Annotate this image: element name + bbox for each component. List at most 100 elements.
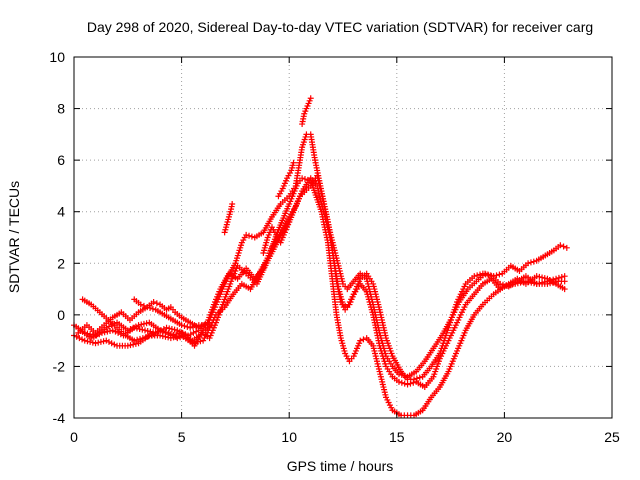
data-point: [95, 339, 102, 346]
chart-title: Day 298 of 2020, Sidereal Day-to-day VTE…: [87, 19, 593, 35]
data-point: [176, 328, 183, 335]
y-tick-label: 8: [57, 101, 65, 117]
data-point: [208, 322, 215, 329]
data-point: [98, 329, 105, 336]
data-point: [530, 258, 537, 265]
data-point: [533, 273, 540, 280]
data-point: [204, 319, 211, 326]
data-point: [139, 335, 146, 342]
data-point: [243, 231, 250, 238]
series-track-9: [275, 159, 297, 200]
data-point: [471, 273, 478, 280]
data-point: [130, 341, 137, 348]
data-point: [404, 381, 411, 388]
data-point: [150, 298, 157, 305]
data-point: [76, 335, 83, 342]
data-point: [398, 372, 405, 379]
data-point: [149, 305, 156, 312]
data-point: [398, 379, 405, 386]
data-point: [89, 339, 96, 346]
data-point: [177, 334, 184, 341]
data-point: [157, 332, 164, 339]
y-tick-label: 10: [49, 49, 65, 65]
data-point: [108, 340, 115, 347]
data-point: [299, 175, 306, 182]
data-point: [541, 275, 548, 282]
data-point: [301, 176, 308, 183]
x-tick-label: 20: [497, 429, 513, 445]
series-track-3: [77, 175, 568, 391]
data-point: [105, 323, 112, 330]
data-point: [135, 322, 142, 329]
data-point: [104, 328, 111, 335]
data-point: [539, 274, 546, 281]
series-track-10: [260, 219, 293, 256]
data-point: [90, 333, 97, 340]
y-tick-label: 6: [57, 152, 65, 168]
data-point: [142, 334, 149, 341]
data-point: [103, 337, 110, 344]
data-point: [536, 273, 543, 280]
plot-frame: [73, 56, 613, 419]
data-point: [184, 323, 191, 330]
x-tick-label: 0: [70, 429, 78, 445]
data-point: [127, 342, 134, 349]
data-point: [138, 321, 145, 328]
data-point: [527, 259, 534, 266]
data-point: [490, 273, 497, 280]
data-point: [401, 380, 408, 387]
y-axis-label: SDTVAR / TECUs: [6, 181, 22, 293]
y-tick-label: 2: [57, 255, 65, 271]
data-point: [133, 325, 140, 332]
series-track-7: [221, 200, 236, 236]
data-point: [178, 322, 185, 329]
series-track-5: [79, 296, 215, 349]
data-point: [561, 286, 568, 293]
data-point: [153, 300, 160, 307]
data-point: [163, 324, 170, 331]
y-tick-label: 0: [57, 307, 65, 323]
y-tick-label: 4: [57, 204, 65, 220]
data-point: [357, 337, 364, 344]
data-point: [171, 326, 178, 333]
data-point: [416, 374, 423, 381]
data-point: [131, 324, 138, 331]
data-point: [143, 320, 150, 327]
grid-lines: [74, 57, 612, 418]
data-point: [557, 242, 564, 249]
data-point: [530, 280, 537, 287]
data-series: [71, 95, 570, 419]
data-point: [92, 340, 99, 347]
data-point: [401, 372, 408, 379]
x-tick-label: 5: [178, 429, 186, 445]
x-tick-label: 10: [281, 429, 297, 445]
data-point: [561, 273, 568, 280]
data-point: [187, 324, 194, 331]
data-point: [136, 326, 143, 333]
x-ticks: 0 5 10 15 20 25: [70, 57, 620, 445]
data-point: [525, 260, 532, 267]
data-point: [81, 337, 88, 344]
data-point: [174, 327, 181, 334]
data-point: [248, 233, 255, 240]
data-point: [136, 335, 143, 342]
data-point: [105, 338, 112, 345]
data-point: [140, 320, 147, 327]
data-point: [493, 272, 500, 279]
data-point: [88, 335, 95, 342]
data-point: [115, 329, 122, 336]
data-point: [290, 159, 297, 166]
x-tick-label: 25: [604, 429, 620, 445]
data-point: [162, 329, 169, 336]
data-point: [73, 333, 80, 340]
data-point: [132, 340, 139, 347]
data-point: [134, 336, 141, 343]
data-point: [107, 327, 114, 334]
data-point: [96, 331, 103, 338]
data-point: [477, 271, 484, 278]
data-point: [181, 323, 188, 330]
data-point: [487, 272, 494, 279]
data-point: [147, 328, 154, 335]
data-point: [79, 336, 86, 343]
data-point: [144, 327, 151, 334]
